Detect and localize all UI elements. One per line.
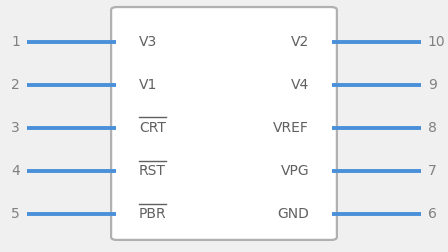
Text: 7: 7 (428, 164, 437, 178)
Text: CRT: CRT (139, 121, 166, 135)
Text: V2: V2 (291, 35, 309, 49)
Text: RST: RST (139, 164, 166, 178)
Text: 3: 3 (11, 121, 20, 135)
Text: 10: 10 (428, 35, 445, 49)
Text: V1: V1 (139, 78, 157, 92)
Text: V3: V3 (139, 35, 157, 49)
Text: VPG: VPG (280, 164, 309, 178)
Text: VREF: VREF (273, 121, 309, 135)
Text: PBR: PBR (139, 207, 167, 221)
Text: 1: 1 (11, 35, 20, 49)
Text: 5: 5 (11, 207, 20, 221)
FancyBboxPatch shape (111, 7, 337, 240)
Text: 2: 2 (11, 78, 20, 92)
Text: V4: V4 (291, 78, 309, 92)
Text: 9: 9 (428, 78, 437, 92)
Text: 8: 8 (428, 121, 437, 135)
Text: GND: GND (277, 207, 309, 221)
Text: 6: 6 (428, 207, 437, 221)
Text: 4: 4 (11, 164, 20, 178)
